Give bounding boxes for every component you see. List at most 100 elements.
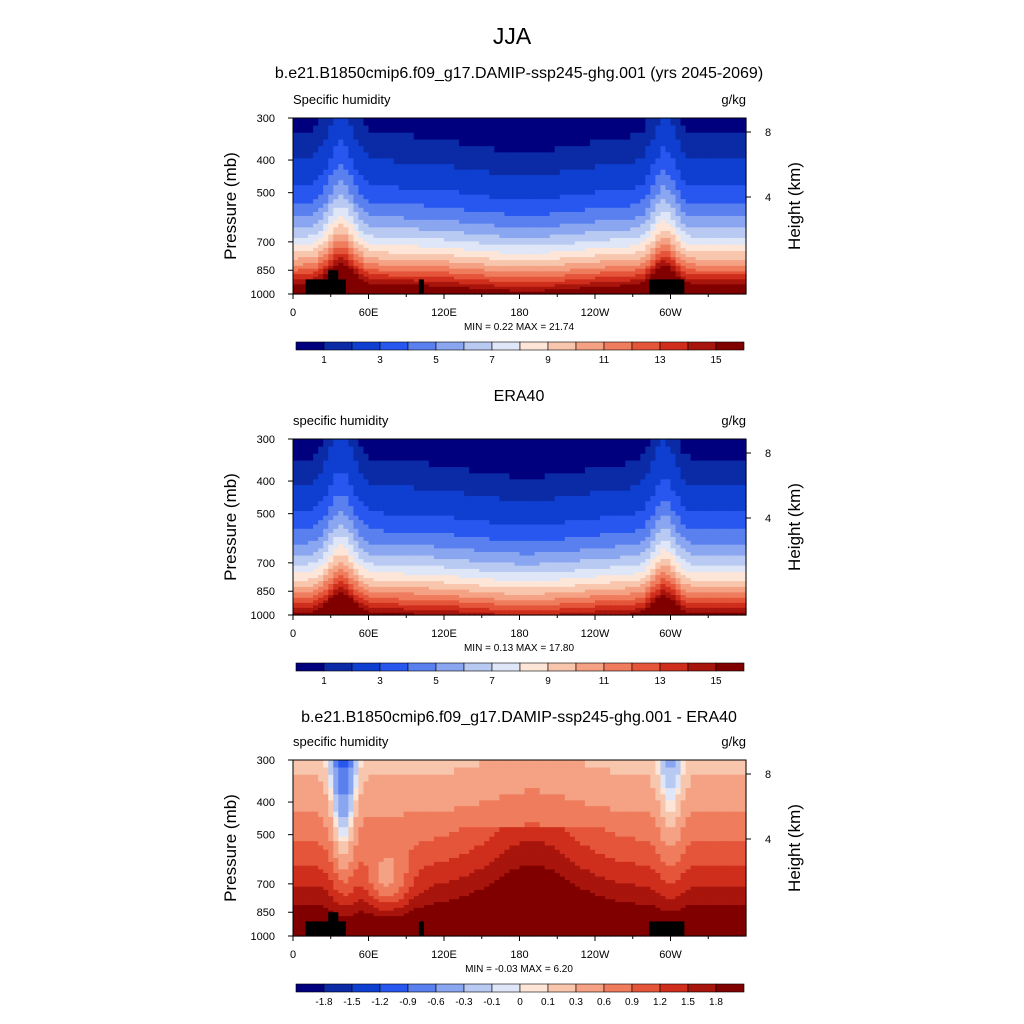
- field-cell: [408, 286, 415, 290]
- field-cell: [610, 158, 616, 165]
- field-cell: [610, 446, 616, 455]
- field-cell: [600, 260, 606, 264]
- field-cell: [554, 263, 561, 267]
- field-cell: [569, 439, 576, 448]
- field-cell: [584, 501, 591, 507]
- field-cell: [474, 473, 480, 480]
- field-cell: [438, 203, 445, 209]
- field-cell: [418, 223, 425, 229]
- field-cell: [363, 244, 370, 249]
- field-cell: [584, 146, 591, 153]
- field-cell: [549, 263, 556, 267]
- field-cell: [373, 257, 380, 261]
- field-cell: [564, 446, 571, 455]
- field-cell: [569, 118, 576, 127]
- field-cell: [564, 247, 571, 252]
- field-cell: [564, 125, 571, 134]
- field-cell: [584, 496, 591, 502]
- field-cell: [408, 223, 415, 229]
- field-cell: [524, 244, 531, 249]
- field-cell: [730, 274, 737, 278]
- field-cell: [499, 247, 505, 252]
- field-cell: [363, 231, 370, 236]
- field-cell: [584, 139, 591, 147]
- field-cell: [383, 279, 390, 283]
- field-cell: [444, 254, 450, 258]
- field-cell: [740, 169, 747, 176]
- field-cell: [730, 132, 737, 141]
- field-cell: [605, 231, 611, 236]
- field-cell: [464, 460, 470, 468]
- field-cell: [539, 241, 546, 246]
- field-cell: [509, 164, 516, 171]
- field-cell: [459, 281, 465, 285]
- field-cell: [433, 274, 440, 278]
- field-cell: [695, 169, 702, 176]
- field-cell: [504, 265, 511, 270]
- field-cell: [544, 289, 551, 293]
- field-cell: [373, 241, 380, 246]
- field-cell: [459, 286, 465, 290]
- field-cell: [554, 281, 561, 285]
- field-cell: [383, 118, 390, 127]
- field-cell: [650, 268, 656, 273]
- field-cell: [408, 279, 415, 283]
- field-cell: [569, 175, 576, 181]
- field-cell: [323, 467, 329, 474]
- field-cell: [740, 158, 747, 165]
- field-cell: [403, 446, 410, 455]
- field-cell: [398, 132, 405, 141]
- field-cell: [373, 485, 380, 492]
- field-cell: [328, 247, 334, 252]
- field-cell: [569, 485, 576, 492]
- field-cell: [720, 284, 727, 288]
- field-cell: [700, 175, 707, 181]
- field-cell: [469, 265, 475, 270]
- field-cell: [660, 164, 667, 171]
- field-cell: [650, 223, 656, 229]
- field-cell: [378, 473, 385, 480]
- field-cell: [605, 439, 611, 448]
- field-cell: [700, 446, 707, 455]
- field-cell: [695, 260, 702, 264]
- field-cell: [433, 453, 440, 462]
- field-cell: [539, 271, 546, 275]
- field-cell: [710, 274, 717, 278]
- field-cell: [428, 291, 435, 295]
- field-cell: [293, 185, 299, 191]
- field-cell: [584, 244, 591, 249]
- field-cell: [313, 234, 319, 239]
- field-cell: [428, 241, 435, 246]
- field-cell: [408, 189, 415, 196]
- field-cell: [494, 446, 500, 455]
- field-cell: [600, 291, 606, 295]
- field-cell: [383, 234, 390, 239]
- field-cell: [308, 247, 314, 252]
- field-cell: [293, 194, 299, 200]
- field-cell: [574, 203, 581, 209]
- field-cell: [720, 268, 727, 273]
- field-cell: [665, 158, 672, 165]
- field-cell: [615, 276, 621, 280]
- field-cell: [489, 219, 495, 225]
- field-cell: [529, 238, 536, 242]
- field-cell: [469, 284, 475, 288]
- field-cell: [705, 180, 712, 186]
- field-cell: [605, 274, 611, 278]
- field-cell: [363, 284, 370, 288]
- field-cell: [499, 219, 505, 225]
- field-cell: [524, 274, 531, 278]
- field-cell: [298, 185, 304, 191]
- field-cell: [529, 485, 536, 492]
- field-cell: [579, 234, 586, 239]
- field-cell: [388, 180, 395, 186]
- field-cell: [549, 446, 556, 455]
- field-cell: [449, 164, 455, 171]
- field-cell: [589, 152, 596, 159]
- field-cell: [675, 158, 682, 165]
- field-cell: [459, 158, 465, 165]
- field-cell: [393, 496, 400, 502]
- field-cell: [549, 276, 556, 280]
- panel-variable-label: specific humidity: [293, 413, 389, 428]
- field-cell: [539, 223, 546, 229]
